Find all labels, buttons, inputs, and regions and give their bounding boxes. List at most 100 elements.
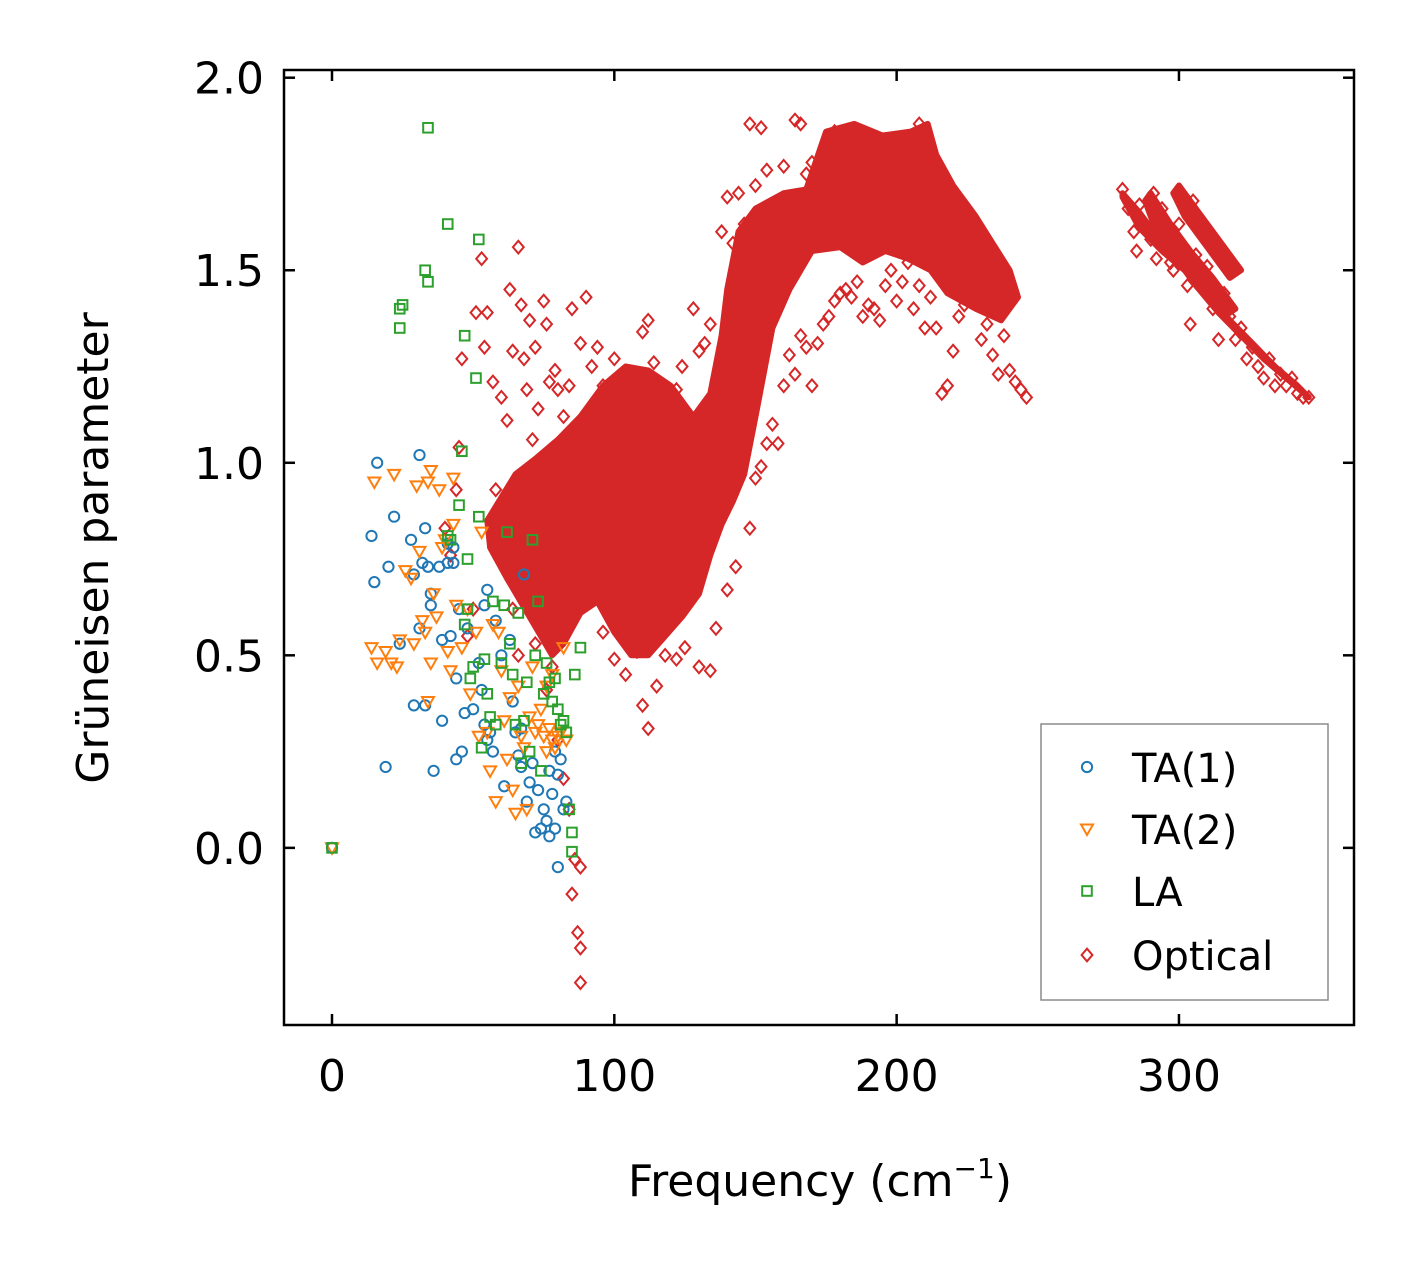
la-point	[458, 329, 471, 342]
ta-1-point	[551, 768, 564, 781]
ta-2-point	[544, 734, 560, 749]
ta-2-point	[555, 642, 572, 656]
ta-1-point	[436, 714, 449, 727]
ta-2-point	[445, 472, 462, 487]
x-tick-label: 100	[572, 1051, 656, 1102]
optical-point	[573, 974, 588, 991]
ta-2-point	[533, 703, 549, 718]
optical-point	[940, 377, 955, 394]
ta-1-point	[551, 861, 564, 874]
ta-2-point	[490, 626, 507, 641]
optical-point	[1146, 185, 1161, 202]
y-axis-label: Grüneisen parameter	[68, 311, 119, 783]
optical-point	[522, 312, 537, 329]
optical-point	[1002, 362, 1017, 379]
optical-point	[878, 231, 893, 248]
optical-point	[596, 377, 610, 394]
x-axis-label: Frequency (cm−1)	[628, 1152, 1012, 1207]
optical-point	[844, 289, 859, 306]
la-point	[498, 599, 511, 612]
la-point	[512, 607, 525, 619]
optical-point	[760, 435, 774, 452]
optical-point	[1129, 243, 1144, 259]
optical-point	[1155, 200, 1169, 217]
ta-2-point	[423, 464, 439, 479]
ta-1-point	[441, 556, 454, 570]
la-point	[566, 826, 578, 839]
ta-2-point	[468, 626, 484, 641]
la-point	[467, 661, 479, 673]
la-point	[458, 618, 471, 631]
plot-frame	[282, 68, 1356, 1027]
optical-point	[805, 154, 819, 171]
optical-point	[754, 119, 768, 136]
ta-1-point	[388, 510, 401, 523]
ta-2-point	[473, 526, 490, 541]
optical-point	[895, 273, 910, 290]
optical-point	[714, 223, 729, 240]
ta-2-point	[502, 692, 518, 706]
optical-point	[748, 470, 763, 487]
ta-2-point	[425, 588, 442, 602]
optical-point	[449, 481, 463, 498]
la-point	[456, 445, 468, 458]
optical-point	[731, 185, 746, 202]
optical-point	[613, 397, 627, 413]
legend-label-la: LA	[1132, 870, 1183, 916]
la-point	[568, 668, 581, 681]
ta-2-point	[516, 742, 532, 756]
optical-point	[548, 362, 562, 379]
optical-point	[692, 659, 706, 675]
ta-2-point	[397, 565, 414, 579]
ta-2-point	[499, 753, 515, 768]
optical-point	[997, 327, 1011, 344]
optical-point	[1285, 370, 1299, 386]
optical-point	[681, 404, 695, 421]
optical-point	[1149, 250, 1164, 267]
legend-marker-la	[1081, 885, 1093, 897]
optical-point	[703, 316, 718, 332]
ta-1-point	[450, 672, 463, 685]
optical-point	[839, 281, 853, 298]
ta-1-point	[467, 703, 480, 716]
optical-point	[477, 339, 492, 356]
optical-point	[1180, 277, 1195, 294]
ta-1-point	[517, 568, 531, 581]
la-point	[396, 299, 409, 311]
ta-1-point	[546, 787, 559, 801]
la-point	[473, 233, 485, 246]
la-point	[560, 726, 573, 739]
ta-1-point	[407, 699, 420, 712]
ta-2-point	[411, 545, 428, 560]
optical-point	[793, 327, 808, 344]
optical-point	[697, 335, 712, 352]
la-point	[441, 218, 454, 230]
la-point	[535, 765, 547, 777]
optical-point	[703, 662, 718, 679]
optical-point	[799, 166, 814, 182]
la-point	[557, 714, 570, 727]
optical-point	[1251, 358, 1265, 375]
ta-2-point	[366, 476, 383, 491]
optical-point	[810, 335, 825, 352]
optical-point	[991, 366, 1005, 383]
optical-point	[788, 112, 802, 128]
optical-point	[528, 339, 542, 356]
optical-point	[686, 300, 701, 317]
optical-point	[765, 239, 780, 255]
optical-point	[664, 412, 678, 429]
optical-point	[562, 377, 576, 394]
optical-point	[469, 304, 483, 321]
la-point	[489, 718, 502, 731]
ta-2-point	[530, 719, 546, 733]
ta-1-point	[481, 583, 494, 596]
la-point	[444, 533, 457, 546]
optical-point	[1115, 181, 1130, 198]
optical-point	[641, 312, 655, 329]
ta-2-point	[448, 599, 464, 614]
optical-point	[500, 485, 514, 502]
optical-point	[1256, 370, 1271, 386]
optical-point	[737, 216, 751, 232]
optical-point	[466, 601, 480, 617]
optical-point	[850, 243, 864, 259]
